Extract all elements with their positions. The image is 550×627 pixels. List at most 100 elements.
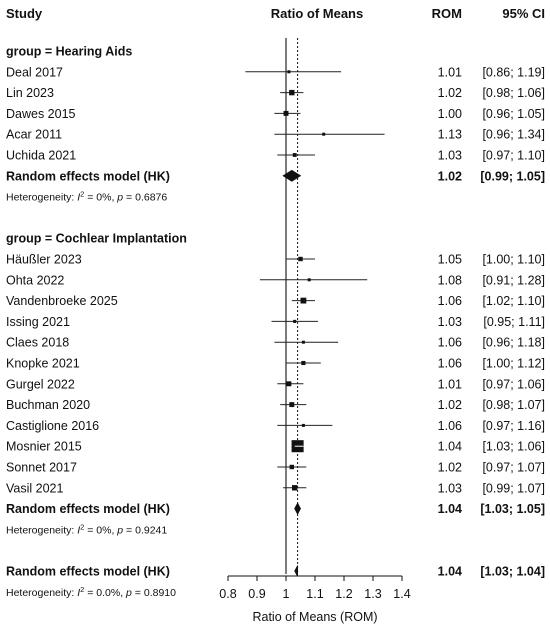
- group-2-model-rom: 1.04: [438, 502, 462, 516]
- rom-value-2-9: 1.06: [438, 419, 462, 433]
- study-name-2-3: Vandenbroeke 2025: [6, 294, 118, 308]
- reference-lines: [285, 38, 299, 574]
- ci-value-2-6: [1.00; 1.12]: [482, 357, 545, 371]
- rom-value-1-4: 1.13: [438, 128, 462, 142]
- rom-value-2-5: 1.06: [438, 336, 462, 350]
- study-name-2-10: Mosnier 2015: [6, 440, 82, 454]
- ci-value-2-3: [1.02; 1.10]: [482, 294, 545, 308]
- rom-value-1-2: 1.02: [438, 86, 462, 100]
- overall-model-diamond: [294, 565, 299, 577]
- study-name-2-8: Buchman 2020: [6, 398, 90, 412]
- ci-value-2-1: [1.00; 1.10]: [482, 253, 545, 267]
- point-estimate-2-3: [300, 297, 307, 304]
- rom-value-2-10: 1.04: [438, 440, 462, 454]
- ci-value-2-9: [0.97; 1.16]: [482, 419, 545, 433]
- study-name-1-3: Dawes 2015: [6, 107, 76, 121]
- ci-value-1-3: [0.96; 1.05]: [482, 107, 545, 121]
- study-name-2-9: Castiglione 2016: [6, 419, 99, 433]
- group-2-heterogeneity: Heterogeneity: I2 = 0%, p = 0.9241: [6, 522, 167, 536]
- study-name-1-2: Lin 2023: [6, 86, 54, 100]
- group-label-2: group = Cochlear Implantation: [6, 232, 187, 246]
- ci-value-2-4: [0.95; 1.11]: [483, 315, 545, 329]
- rom-value-1-1: 1.01: [438, 65, 462, 79]
- overall-heterogeneity: Heterogeneity: I2 = 0.0%, p = 0.8910: [6, 585, 176, 599]
- x-tick-label-4: 1.1: [306, 587, 323, 601]
- x-tick-label-2: 0.9: [248, 587, 265, 601]
- overall-model-ci: [1.03; 1.04]: [480, 565, 545, 579]
- group-1-model-rom: 1.02: [438, 169, 462, 183]
- x-tick-label-1: 0.8: [219, 587, 236, 601]
- rom-value-2-4: 1.03: [438, 315, 462, 329]
- group-1-model-diamond: [282, 169, 302, 182]
- x-axis: 0.8 0.9 1 1.1 1.2 1.3 1.4: [219, 575, 411, 601]
- group-2-model-ci: [1.03; 1.05]: [480, 502, 545, 516]
- group-1-model-label: Random effects model (HK): [6, 169, 170, 183]
- study-name-2-2: Ohta 2022: [6, 273, 64, 287]
- point-estimate-2-2: [307, 278, 311, 282]
- x-tick-label-5: 1.2: [335, 587, 352, 601]
- rom-value-1-3: 1.00: [438, 107, 462, 121]
- point-estimate-2-8: [289, 402, 295, 408]
- point-estimate-1-5: [292, 153, 297, 157]
- rom-value-1-5: 1.03: [438, 149, 462, 163]
- ci-value-2-5: [0.96; 1.18]: [482, 336, 545, 350]
- ci-value-2-11: [0.97; 1.07]: [482, 461, 545, 475]
- ci-value-2-8: [0.98; 1.07]: [482, 398, 545, 412]
- ci-value-1-2: [0.98; 1.06]: [482, 86, 545, 100]
- point-estimate-1-1: [287, 70, 291, 74]
- point-estimate-2-11: [289, 464, 294, 470]
- ci-value-2-2: [0.91; 1.28]: [482, 273, 545, 287]
- rom-value-2-12: 1.03: [438, 481, 462, 495]
- ci-value-2-10: [1.03; 1.06]: [482, 440, 545, 454]
- point-estimate-1-3: [283, 110, 289, 116]
- study-name-2-11: Sonnet 2017: [6, 461, 77, 475]
- study-name-2-7: Gurgel 2022: [6, 377, 75, 391]
- ci-value-1-4: [0.96; 1.34]: [482, 128, 545, 142]
- rom-value-2-8: 1.02: [438, 398, 462, 412]
- study-name-1-4: Acar 2011: [6, 128, 62, 142]
- ci-value-1-1: [0.86; 1.19]: [482, 65, 545, 79]
- point-estimate-2-5: [301, 340, 305, 344]
- rom-value-2-11: 1.02: [438, 461, 462, 475]
- point-estimate-2-12: [292, 485, 298, 491]
- point-estimate-2-4: [293, 319, 297, 323]
- point-estimate-2-6: [301, 360, 306, 366]
- group-1-heterogeneity: Heterogeneity: I2 = 0%, p = 0.6876: [6, 190, 167, 204]
- x-tick-label-7: 1.4: [393, 587, 410, 601]
- x-tick-label-6: 1.3: [364, 587, 381, 601]
- group-2-model-diamond: [294, 502, 301, 515]
- study-name-2-6: Knopke 2021: [6, 357, 80, 371]
- study-name-2-4: Issing 2021: [6, 315, 70, 329]
- x-axis-label: Ratio of Means (ROM): [252, 610, 377, 624]
- study-name-1-5: Uchida 2021: [6, 149, 76, 163]
- header-rom: ROM: [432, 6, 462, 21]
- rom-value-2-2: 1.08: [438, 273, 462, 287]
- point-estimate-1-2: [289, 89, 295, 96]
- study-name-2-1: Häußler 2023: [6, 253, 82, 267]
- header-study: Study: [6, 6, 43, 21]
- overall-model-label: Random effects model (HK): [6, 565, 170, 579]
- study-name-2-5: Claes 2018: [6, 336, 69, 350]
- point-estimate-2-9: [301, 423, 305, 427]
- group-1-model-ci: [0.99; 1.05]: [480, 169, 545, 183]
- point-estimate-2-7: [286, 381, 292, 387]
- study-name-1-1: Deal 2017: [6, 65, 63, 79]
- ci-value-2-12: [0.99; 1.07]: [482, 481, 545, 495]
- rom-value-2-3: 1.06: [438, 294, 462, 308]
- ci-value-1-5: [0.97; 1.10]: [482, 149, 545, 163]
- study-name-2-12: Vasil 2021: [6, 481, 63, 495]
- group-label-1: group = Hearing Aids: [6, 45, 132, 59]
- rom-value-2-7: 1.01: [438, 377, 462, 391]
- point-estimate-1-4: [322, 132, 326, 136]
- ci-value-2-7: [0.97; 1.06]: [482, 377, 545, 391]
- rom-value-2-6: 1.06: [438, 357, 462, 371]
- header-plot: Ratio of Means: [271, 6, 363, 21]
- rom-value-2-1: 1.05: [438, 253, 462, 267]
- group-2-model-label: Random effects model (HK): [6, 502, 170, 516]
- x-tick-label-3: 1: [283, 587, 290, 601]
- point-estimate-2-1: [298, 256, 303, 262]
- forest-rows: group = Hearing Aids Deal 2017 1.01 [0.86; …: [6, 45, 545, 599]
- header-ci: 95% CI: [502, 6, 545, 21]
- overall-model-rom: 1.04: [438, 565, 462, 579]
